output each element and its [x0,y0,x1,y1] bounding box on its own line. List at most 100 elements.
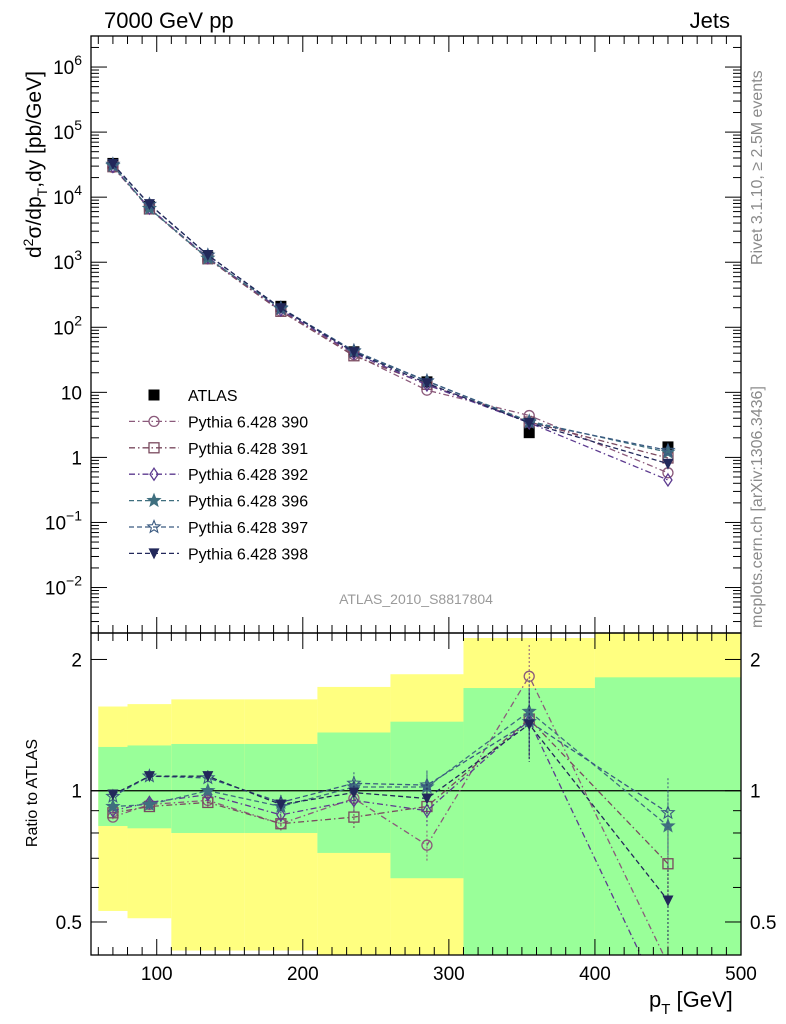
ratio-data-point [523,719,535,731]
marker-shape [144,795,155,810]
main-y-tick-label: 10−1 [45,507,82,534]
ratio-y-tick-label-right: 1 [750,782,761,803]
marker-shape [523,417,535,429]
marker-shape [275,818,287,830]
ratio-series-line [112,718,669,865]
ratio-data-point [349,793,359,808]
main-data-point [663,472,673,488]
ratio-plot-frame [90,632,742,956]
ratio-series-5 [107,692,674,943]
legend-marker [149,467,159,482]
marker-shape [523,719,535,731]
main-data-point [523,417,535,429]
ratio-data-point [144,795,155,810]
main-plot-frame [90,35,742,634]
legend-label: Pythia 6.428 397 [188,520,308,537]
main-data-point [275,303,287,315]
ratio-series-line [112,710,669,827]
ratio-data-point [662,895,674,907]
ratio-data-point [275,799,287,811]
x-tick-label: 100 [141,964,173,985]
ratio-data-point [141,796,158,811]
ratio-y-axis-label: Ratio to ATLAS [24,739,41,847]
marker-shape [143,199,155,211]
ratio-data-point [200,782,216,798]
marker-shape [202,771,214,783]
marker-shape [141,796,158,811]
ratio-data-point [105,798,121,813]
legend-marker [148,415,160,428]
ratio-y-tick-label-right: 0.5 [750,913,776,934]
legend-label: Pythia 6.428 391 [188,441,308,458]
marker-shape [275,303,287,315]
ratio-data-point [660,817,676,833]
marker-shape [202,250,214,262]
observable-title: Jets [690,8,730,33]
ratio-data-point [348,811,360,823]
legend-label: Pythia 6.428 390 [188,414,308,431]
marker-shape [149,467,159,482]
ratio-data-point [421,839,433,851]
mcplots-label: mcplots.cern.ch [arXiv:1306.3436] [749,386,766,628]
marker-shape [662,858,674,870]
main-data-point [202,250,214,262]
main-y-tick-label: 104 [53,182,82,209]
main-y-tick-label: 10 [61,383,82,404]
main-data-point [421,378,433,390]
rivet-version-label: Rivet 3.1.10, ≥ 2.5M events [749,70,766,265]
marker-shape [148,415,160,428]
marker-shape [422,803,432,818]
stat-uncertainty-band-1 [127,745,172,829]
main-series-line [112,163,669,465]
ratio-y-tick-label: 0.5 [56,913,82,934]
marker-shape [148,442,160,454]
marker-shape [146,492,162,508]
ratio-y-tick-label-right: 2 [750,650,761,671]
marker-shape [348,347,360,359]
marker-shape [663,472,673,488]
legend-marker [146,492,162,508]
legend-label: Pythia 6.428 392 [188,467,308,484]
ratio-data-point [421,793,433,805]
ratio-data-point [143,771,155,783]
ratio-series-line [112,674,665,955]
ratio-data-point [275,818,287,830]
main-y-tick-label: 103 [53,247,82,274]
axes-layer: 100 200 300 400 50010610510410310210110−110−… [45,35,776,985]
main-y-tick-label: 10−2 [45,573,82,600]
marker-shape [421,378,433,390]
marker-shape [143,771,155,783]
marker-shape [107,789,119,801]
legend-marker [148,389,160,401]
marker-shape [105,798,121,813]
marker-shape [523,427,535,439]
collision-title: 7000 GeV pp [104,8,234,33]
marker-shape [660,817,676,833]
main-y-tick-label: 106 [53,52,82,79]
marker-shape [348,811,360,823]
legend-label: Pythia 6.428 396 [188,494,308,511]
series-layer [105,156,676,955]
main-series-line [112,166,669,459]
x-tick-label: 400 [579,964,611,985]
x-tick-label: 500 [725,964,757,985]
legend-label: ATLAS [188,388,238,405]
marker-shape [348,787,360,799]
ratio-series-line [112,719,642,955]
ratio-data-point [276,807,286,823]
legend-marker [146,518,162,534]
ratio-data-point [662,858,674,870]
main-data-point [660,442,676,457]
legend-label: Pythia 6.428 398 [188,546,308,563]
main-y-tick-label: 102 [53,312,82,339]
marker-shape [107,159,119,171]
ratio-data-point [660,804,676,820]
marker-shape [421,793,433,805]
x-tick-label: 300 [433,964,465,985]
x-tick-label: 200 [287,964,319,985]
main-series-6 [107,159,674,470]
marker-shape [662,458,674,470]
main-data-point [348,347,360,359]
marker-shape [200,782,216,798]
marker-shape [275,799,287,811]
